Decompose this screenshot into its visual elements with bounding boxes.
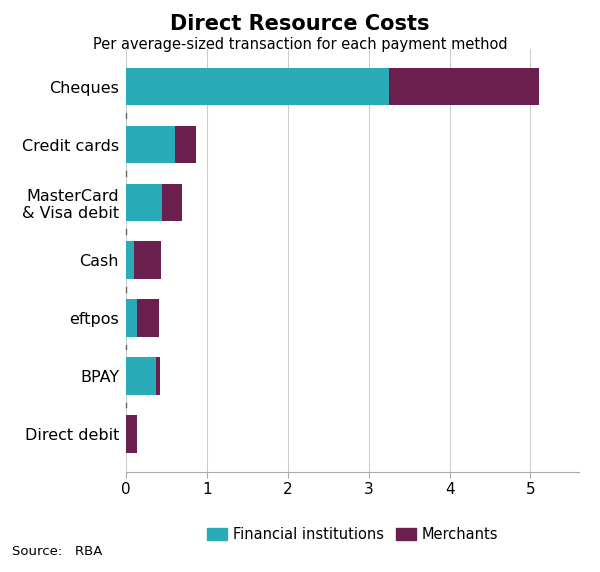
Bar	[161, 184, 182, 221]
Bar	[175, 126, 196, 164]
Bar	[126, 126, 175, 164]
Bar	[126, 68, 389, 105]
Bar	[156, 357, 160, 395]
Text: Source:   RBA: Source: RBA	[12, 545, 103, 558]
Bar	[137, 299, 159, 337]
Legend: Financial institutions, Merchants: Financial institutions, Merchants	[201, 522, 504, 548]
Bar	[126, 357, 156, 395]
Bar	[126, 415, 137, 452]
Text: Direct Resource Costs: Direct Resource Costs	[170, 14, 430, 34]
Bar	[126, 299, 137, 337]
Text: Per average-sized transaction for each payment method: Per average-sized transaction for each p…	[92, 37, 508, 52]
Bar	[134, 241, 161, 279]
Bar	[389, 68, 539, 105]
Bar	[126, 184, 161, 221]
Bar	[126, 241, 134, 279]
